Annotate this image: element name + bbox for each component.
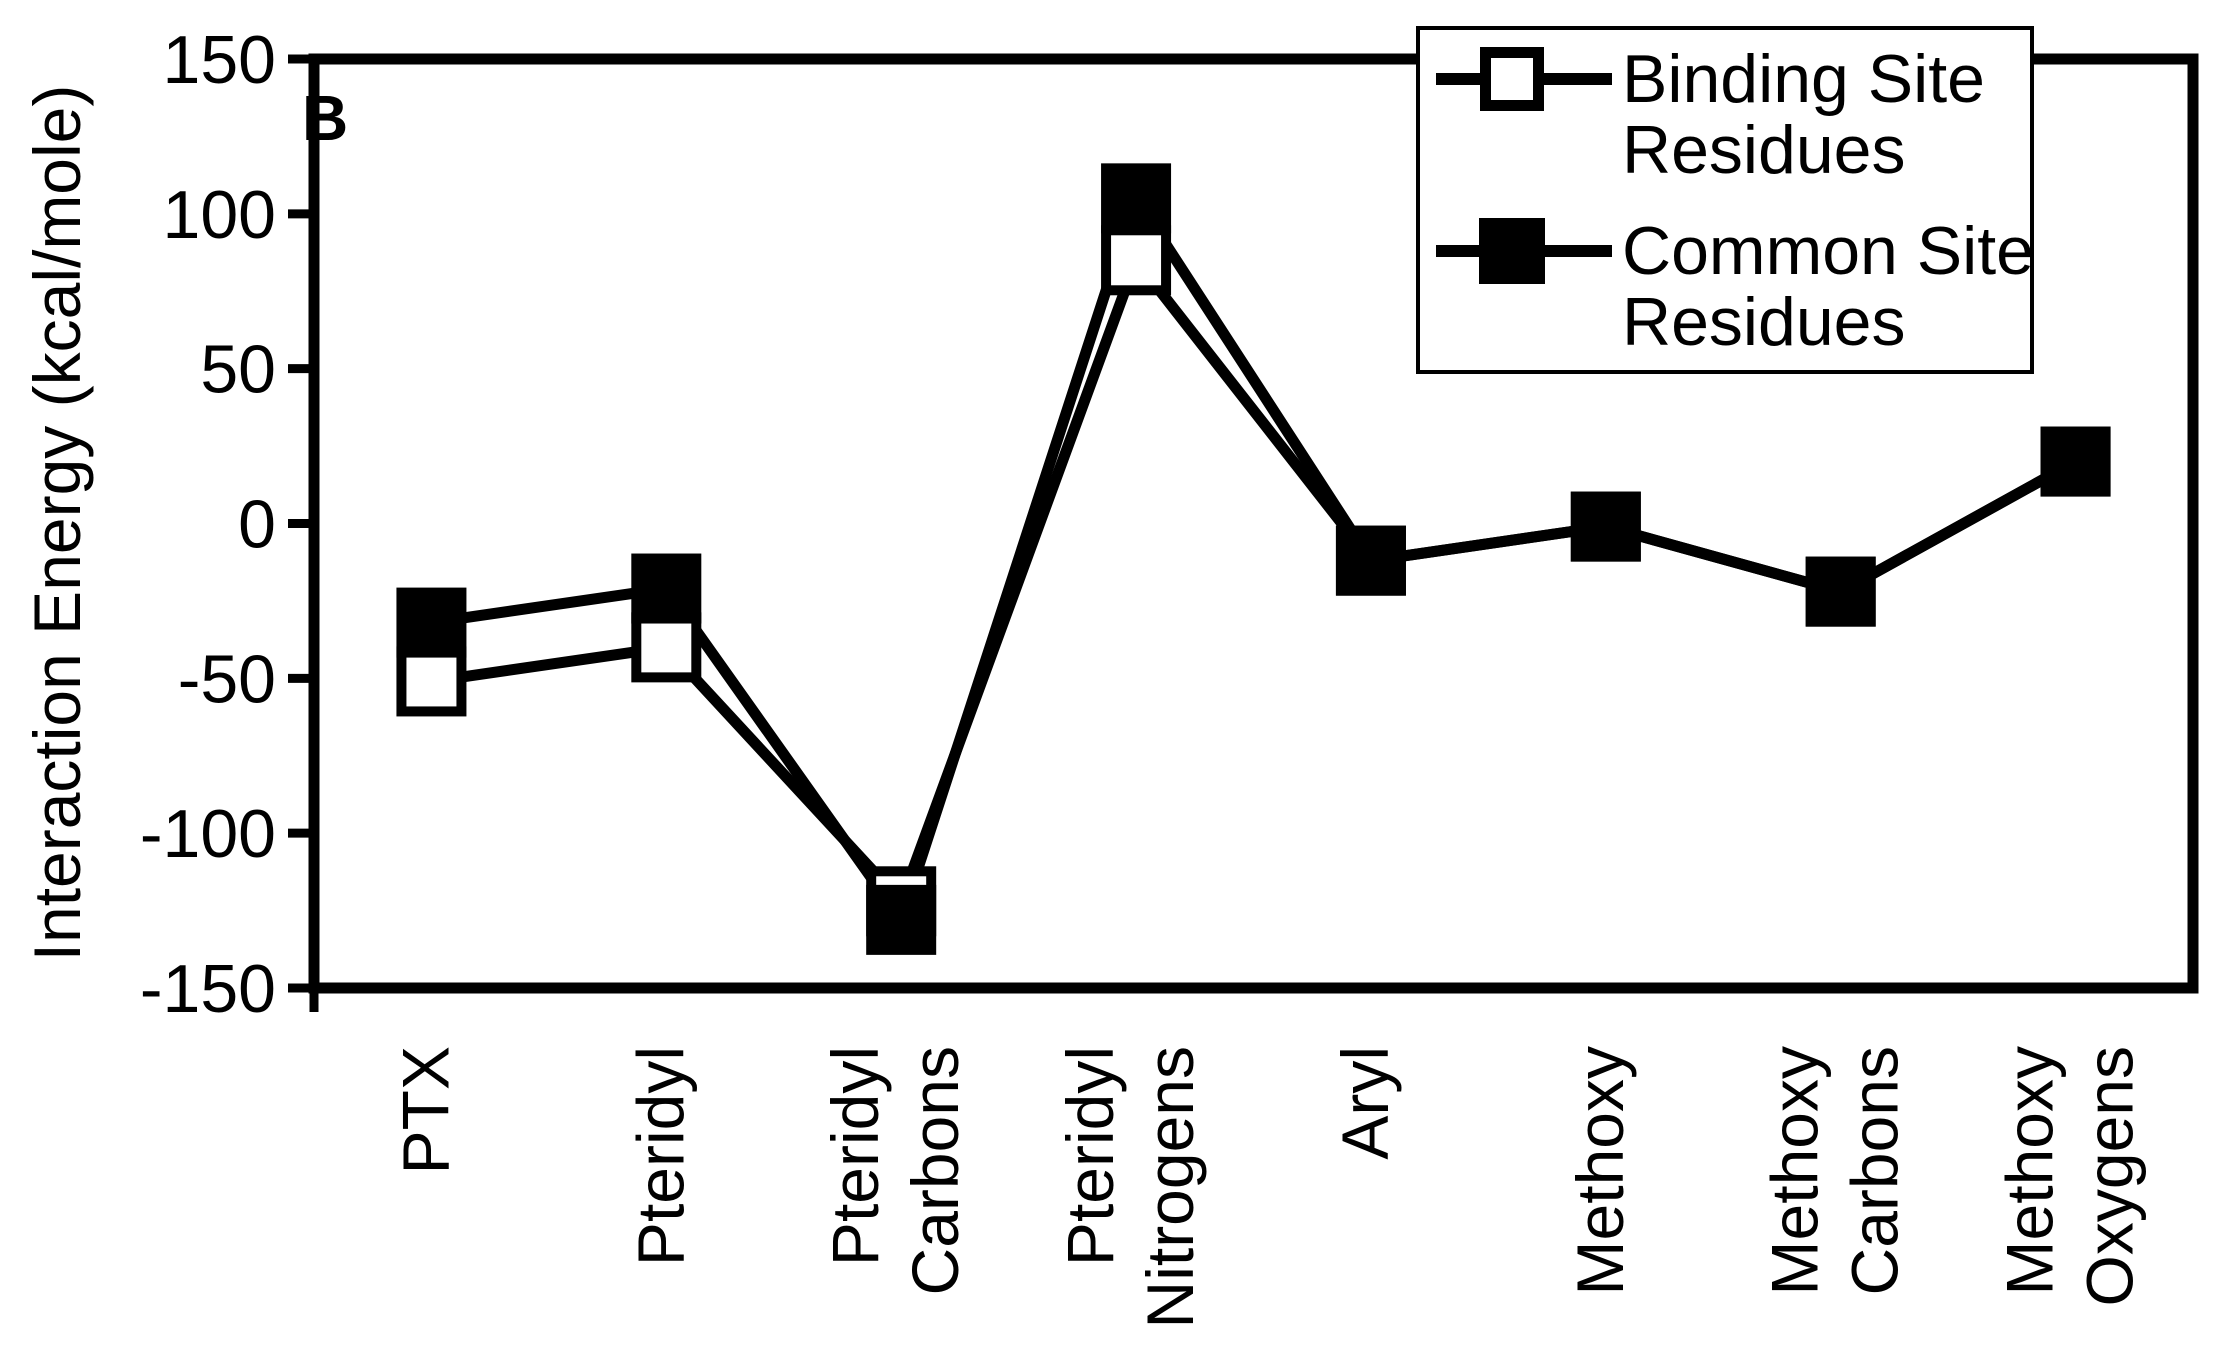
y-tick-label: 100 [163,177,276,253]
x-category-label: Pteridyl [623,1046,697,1266]
y-tick-label: -100 [140,796,276,872]
filled-square-marker [1805,556,1876,627]
open-square-marker [631,612,702,683]
y-axis-title: Interaction Energy (kcal/mole) [20,85,94,962]
filled-square-marker [2040,426,2111,497]
legend-filled-square-marker [1479,218,1545,284]
filled-square-marker [396,587,467,658]
legend-open-square-marker [1480,47,1544,111]
y-axis: 150 100 50 0 -50 -100 -150 [140,22,314,1027]
legend-entry-label: Residues [1622,284,1906,360]
series-line-common [430,185,2079,932]
legend-entry-label: Residues [1622,112,1906,188]
data-series [396,163,2111,955]
x-axis-labels: PTX Pteridyl PteridylCarbons PteridylNitrog… [388,1046,2146,1328]
legend-entry-label: Common Site [1622,213,2034,289]
x-category-label: PTX [388,1046,462,1174]
filled-square-marker [1335,525,1406,596]
x-category-label: MethoxyCarbons [1758,1046,1912,1295]
open-square-marker [1101,225,1172,296]
legend-entry-label: Binding Site [1622,41,1985,117]
x-category-label: PteridylNitrogens [1053,1046,1207,1328]
y-tick-label: 50 [200,332,276,408]
y-tick-label: -50 [178,641,276,717]
filled-square-marker [1570,491,1641,562]
filled-square-marker [866,884,937,955]
y-tick-label: 150 [163,22,276,98]
x-category-label: Methoxy [1563,1046,1637,1295]
x-category-label: PteridylCarbons [818,1046,972,1295]
x-category-label: MethoxyOxygens [1993,1046,2147,1306]
open-square-marker [396,646,467,717]
figure-panel-label: B [302,82,348,154]
x-category-label: Aryl [1328,1046,1402,1160]
filled-square-marker [631,553,702,624]
filled-square-marker [1101,163,1172,234]
y-tick-label: 0 [238,487,276,563]
y-tick-label: -150 [140,951,276,1027]
